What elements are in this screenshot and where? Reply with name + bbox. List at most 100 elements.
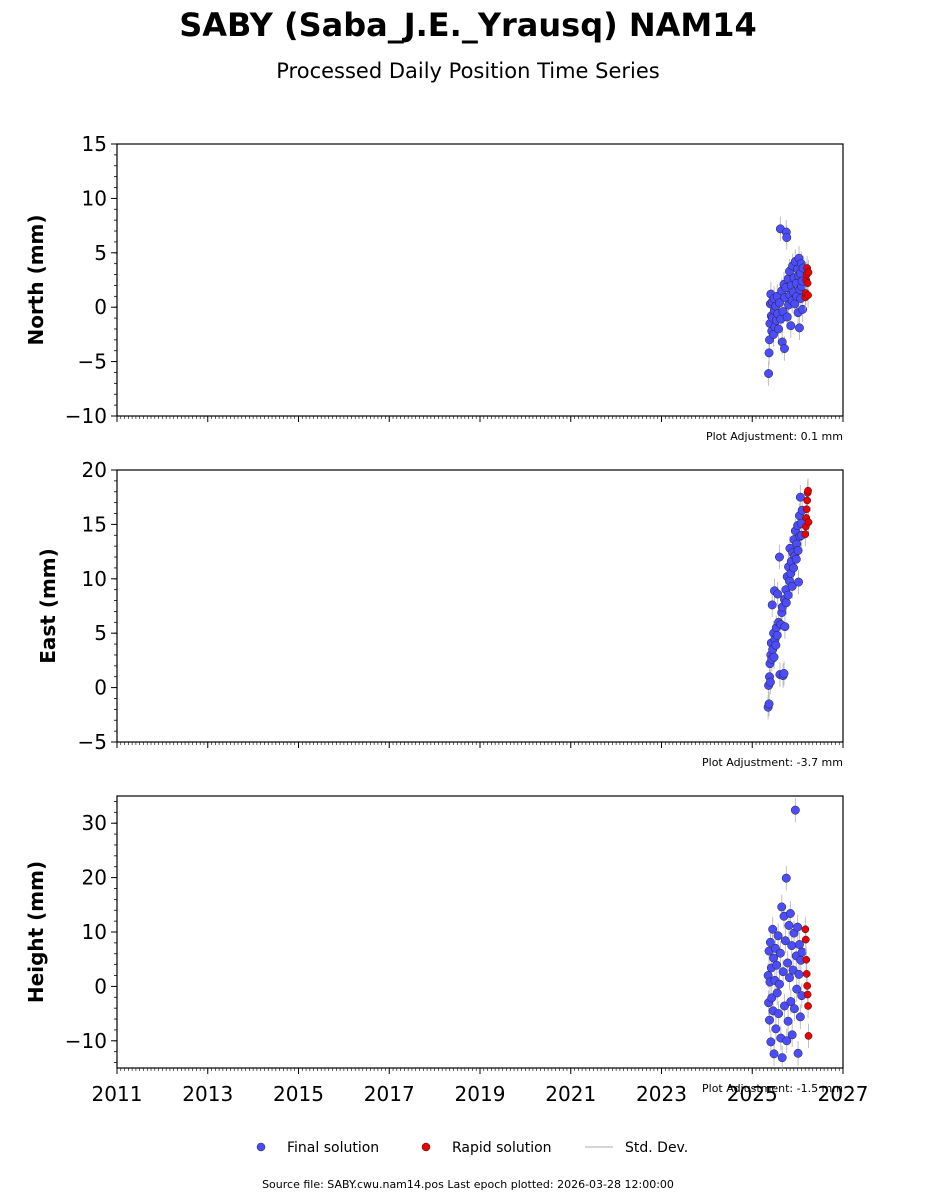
- height-final-point: [769, 1049, 779, 1059]
- north-final-point: [774, 324, 784, 334]
- north-plot-adjustment: Plot Adjustment: 0.1 mm: [706, 430, 843, 443]
- height-final-point: [783, 958, 793, 968]
- height-final-series: [763, 797, 807, 1070]
- north-final-point: [782, 312, 792, 322]
- height-xtick-label: 2013: [182, 1082, 233, 1106]
- east-ytick-label: 0: [94, 676, 107, 700]
- height-final-point: [787, 941, 797, 951]
- east-axes-frame: [116, 469, 844, 743]
- figure-subtitle: Processed Daily Position Time Series: [276, 59, 660, 83]
- height-ytick-label: 0: [94, 974, 107, 998]
- height-rapid-point: [801, 925, 810, 934]
- east-rapid-point: [804, 486, 812, 495]
- height-xtick-label: 2025: [727, 1082, 778, 1106]
- legend-final-label: Final solution: [287, 1140, 379, 1156]
- height-final-point: [794, 969, 804, 979]
- north-rapid-point: [804, 291, 812, 300]
- east-final-point: [791, 554, 801, 564]
- height-final-point: [781, 873, 791, 883]
- east-final-point: [764, 699, 774, 709]
- north-ytick-label: 0: [94, 295, 107, 319]
- north-final-point: [786, 321, 796, 331]
- height-final-point: [793, 1048, 803, 1058]
- east-rapid-point: [803, 496, 812, 505]
- height-final-point: [777, 1053, 787, 1063]
- height-panel: −10 0 10 20 30 2011 2013 2015 2017 2019 2021 2023 20…: [24, 795, 869, 1106]
- north-ytick-label: 15: [82, 132, 107, 156]
- height-final-point: [765, 1015, 774, 1025]
- east-plot-adjustment: Plot Adjustment: -3.7 mm: [702, 756, 843, 769]
- height-final-point: [786, 997, 796, 1007]
- height-xtick-label: 2027: [818, 1082, 869, 1106]
- height-final-point: [795, 1012, 805, 1022]
- north-rapid-point: [804, 268, 813, 277]
- east-final-point: [783, 590, 793, 600]
- north-ytick-label: −5: [78, 350, 107, 374]
- height-final-point: [774, 1009, 784, 1019]
- height-ytick-label: 10: [82, 920, 107, 944]
- east-final-point: [781, 598, 791, 608]
- east-final-point: [771, 640, 781, 650]
- east-ytick-label: 20: [82, 458, 107, 482]
- height-final-point: [780, 936, 790, 946]
- east-panel: −5 0 5 10 15 20 East (mm) Plot Adjustment: -3.7…: [36, 458, 844, 769]
- legend-rapid-marker: [421, 1142, 431, 1152]
- east-ytick-label: −5: [78, 730, 107, 754]
- height-final-point: [794, 940, 804, 949]
- north-ytick-label: 5: [94, 241, 107, 265]
- east-final-series: [763, 484, 807, 720]
- east-final-point: [773, 589, 783, 599]
- north-ylabel: North (mm): [24, 214, 48, 345]
- height-final-point: [782, 1036, 792, 1046]
- legend: Final solution Rapid solution Std. Dev.: [256, 1140, 688, 1156]
- figure-title: SABY (Saba_J.E._Yrausq) NAM14: [179, 6, 757, 44]
- height-final-point: [790, 805, 800, 815]
- height-final-point: [792, 984, 802, 994]
- height-final-point: [780, 1001, 789, 1011]
- height-final-point: [783, 1016, 793, 1026]
- north-final-series: [764, 216, 808, 386]
- north-final-point: [794, 323, 804, 333]
- height-final-point: [772, 960, 782, 970]
- east-rapid-point: [804, 518, 813, 527]
- height-final-point: [789, 1004, 799, 1014]
- height-xtick-label: 2019: [455, 1082, 506, 1106]
- height-xtick-label: 2017: [364, 1082, 415, 1106]
- north-ytick-label: 10: [82, 186, 107, 210]
- height-rapid-point: [803, 990, 812, 999]
- height-final-point: [785, 909, 795, 918]
- height-xtick-label: 2023: [636, 1082, 687, 1106]
- east-final-point: [789, 563, 798, 573]
- height-ytick-label: 20: [82, 866, 107, 890]
- height-rapid-point: [803, 982, 812, 990]
- footer-source: Source file: SABY.cwu.nam14.pos Last epo…: [262, 1178, 674, 1191]
- panels: −10 −5 0 5 10 15 North (mm) Plot Adjustment: 0.…: [24, 132, 868, 1106]
- height-ytick-label: −10: [65, 1029, 107, 1053]
- height-final-point: [785, 973, 794, 983]
- north-rapid-point: [803, 279, 812, 288]
- east-final-point: [795, 492, 805, 502]
- east-ylabel: East (mm): [36, 548, 60, 664]
- north-panel: −10 −5 0 5 10 15 North (mm) Plot Adjustment: 0.…: [24, 132, 844, 443]
- height-xtick-label: 2021: [545, 1082, 596, 1106]
- height-final-point: [766, 1037, 776, 1047]
- north-final-point: [775, 298, 784, 308]
- north-ytick-label: −10: [65, 404, 107, 428]
- height-rapid-point: [804, 1032, 813, 1040]
- height-xtick-label: 2011: [92, 1082, 143, 1106]
- north-final-point: [782, 233, 792, 243]
- east-final-point: [787, 581, 797, 591]
- height-rapid-point: [804, 1002, 812, 1010]
- east-rapid-series: [801, 478, 813, 547]
- east-ytick-label: 5: [94, 621, 107, 645]
- north-final-point: [764, 348, 774, 358]
- legend-final-marker: [256, 1142, 266, 1152]
- east-final-point: [765, 677, 775, 687]
- east-ytick-label: 10: [82, 567, 107, 591]
- height-final-point: [793, 922, 803, 932]
- east-final-point: [793, 546, 803, 555]
- height-ylabel: Height (mm): [24, 861, 48, 1003]
- east-rapid-point: [802, 505, 811, 514]
- east-final-point: [794, 577, 803, 587]
- height-final-point: [765, 937, 775, 947]
